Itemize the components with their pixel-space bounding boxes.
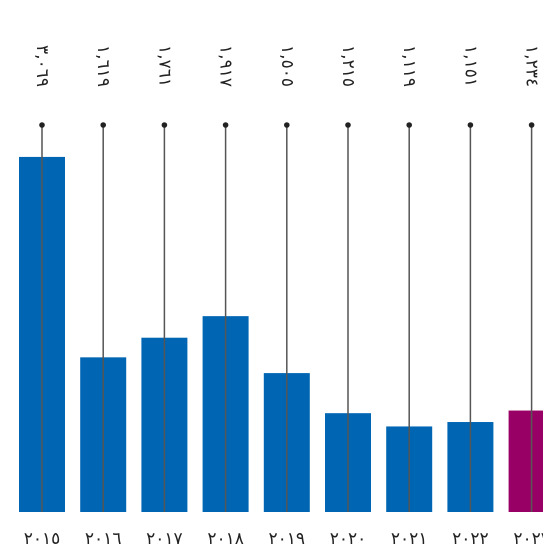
- category-label: ٢٠١٥: [24, 529, 61, 549]
- leader-dot: [161, 122, 168, 128]
- value-label: ١,١١٩: [399, 45, 419, 87]
- value-label: ١,٢١٥: [338, 45, 358, 87]
- bar: [508, 410, 543, 512]
- leader-dot: [467, 122, 474, 128]
- category-label: ٢٠٢٢: [452, 529, 489, 549]
- category-label: ٢٠١٨: [207, 529, 244, 549]
- leader-dot: [100, 122, 106, 128]
- category-label: ٢٠٢٣: [513, 529, 543, 549]
- value-label: ١,٥٠٥: [277, 45, 297, 87]
- category-label: ٢٠١٦: [85, 529, 122, 549]
- category-label: ٢٠١٧: [146, 529, 183, 549]
- value-label: ١,٢٣٤: [522, 45, 542, 87]
- leader-dot: [284, 122, 290, 128]
- leader-dot: [345, 122, 351, 128]
- value-label: ١,٦١٩: [93, 45, 113, 87]
- category-label: ٢٠٢٠: [330, 529, 367, 549]
- leader-dot: [406, 122, 413, 128]
- leader-dot: [39, 122, 45, 128]
- value-label: ١,١٥١: [460, 45, 480, 87]
- value-label: ١,٧٦١: [154, 45, 174, 87]
- leader-dot: [528, 122, 535, 128]
- category-label: ٢٠٢١: [391, 529, 428, 549]
- value-label: ١,٩١٧: [216, 45, 236, 87]
- value-label: ٣,٠٦٩: [32, 45, 52, 87]
- leader-dot: [222, 122, 229, 128]
- category-label: ٢٠١٩: [269, 529, 306, 549]
